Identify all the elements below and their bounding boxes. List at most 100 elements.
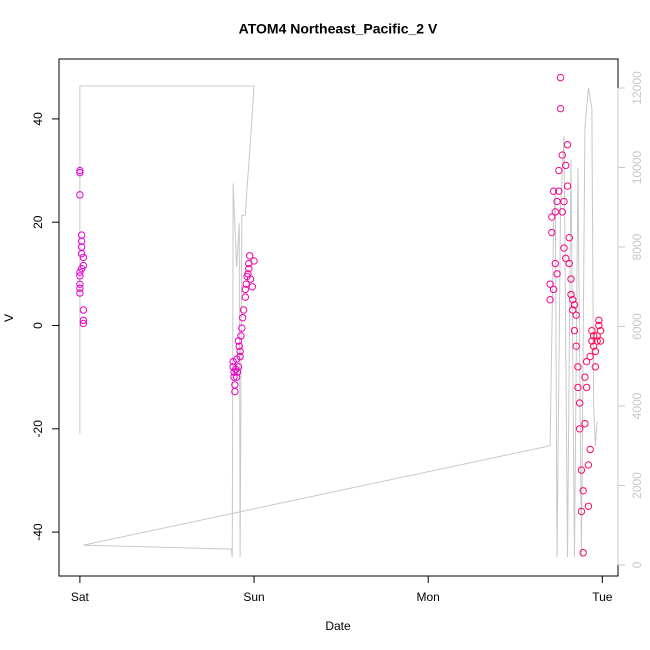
data-point bbox=[76, 168, 84, 177]
data-point bbox=[236, 347, 244, 356]
data-point bbox=[233, 368, 242, 376]
data-point bbox=[562, 161, 570, 170]
y2-tick-label: 8000 bbox=[630, 233, 644, 260]
data-point bbox=[76, 166, 84, 175]
data-point bbox=[79, 253, 88, 262]
data-point bbox=[586, 445, 594, 454]
data-point bbox=[77, 250, 86, 258]
data-point bbox=[589, 342, 598, 350]
data-point bbox=[572, 311, 580, 319]
data-point bbox=[236, 352, 244, 361]
data-point bbox=[584, 502, 593, 510]
data-point bbox=[569, 306, 577, 314]
data-point bbox=[582, 357, 591, 366]
data-point bbox=[546, 280, 554, 288]
data-point bbox=[562, 254, 570, 263]
data-point bbox=[231, 381, 239, 389]
data-point bbox=[553, 270, 561, 278]
data-point bbox=[586, 352, 594, 361]
data-point bbox=[595, 321, 603, 330]
data-point bbox=[551, 208, 560, 216]
y-tick-label: -20 bbox=[31, 420, 45, 438]
data-point bbox=[77, 264, 86, 273]
data-point bbox=[79, 316, 88, 325]
data-point bbox=[76, 272, 84, 280]
data-point bbox=[567, 290, 575, 299]
data-point bbox=[238, 324, 246, 332]
data-point bbox=[581, 419, 589, 428]
data-point bbox=[555, 187, 563, 195]
x-tick-label: Tue bbox=[592, 590, 613, 604]
data-point bbox=[596, 337, 605, 345]
y2-tick-label: 4000 bbox=[630, 392, 644, 419]
x-tick-label: Sun bbox=[243, 590, 264, 604]
data-point bbox=[575, 399, 584, 407]
data-point bbox=[596, 326, 605, 335]
data-point bbox=[593, 332, 601, 340]
data-point bbox=[574, 383, 582, 392]
data-point bbox=[572, 342, 580, 350]
data-point bbox=[248, 283, 256, 291]
y2-tick-label: 2000 bbox=[630, 472, 644, 499]
data-point bbox=[563, 182, 572, 190]
data-point bbox=[579, 549, 587, 557]
data-point bbox=[230, 373, 238, 381]
data-point bbox=[548, 228, 556, 237]
data-point bbox=[551, 259, 560, 268]
data-point bbox=[79, 306, 88, 314]
data-point bbox=[591, 363, 600, 371]
data-point bbox=[555, 166, 563, 175]
data-point bbox=[76, 280, 84, 288]
data-point bbox=[229, 363, 237, 371]
data-point bbox=[574, 363, 582, 371]
data-point bbox=[239, 314, 247, 322]
y2-tick-label: 12000 bbox=[630, 71, 644, 105]
data-point bbox=[79, 319, 88, 328]
data-point bbox=[241, 285, 250, 294]
data-point bbox=[76, 191, 84, 199]
data-point bbox=[593, 337, 601, 345]
data-point bbox=[546, 295, 554, 304]
data-point bbox=[556, 104, 565, 113]
data-point bbox=[232, 373, 241, 381]
data-point bbox=[234, 363, 243, 371]
data-point bbox=[569, 295, 577, 304]
y2-tick-label: 0 bbox=[630, 561, 644, 568]
data-point bbox=[577, 507, 586, 516]
y-tick-label: 0 bbox=[31, 322, 45, 329]
data-point bbox=[591, 347, 600, 356]
data-point bbox=[76, 268, 84, 277]
data-point bbox=[584, 461, 593, 469]
data-point bbox=[239, 306, 248, 314]
data-line bbox=[79, 85, 598, 558]
data-point bbox=[558, 151, 566, 159]
y-tick-label: -40 bbox=[31, 523, 45, 541]
data-point bbox=[565, 259, 573, 268]
data-point bbox=[582, 383, 591, 392]
data-point bbox=[241, 293, 250, 301]
data-point bbox=[588, 326, 596, 335]
data-point bbox=[76, 284, 84, 293]
data-point bbox=[579, 487, 587, 495]
data-point bbox=[245, 264, 253, 273]
data-point bbox=[549, 285, 558, 294]
x-tick-label: Mon bbox=[417, 590, 440, 604]
chart-title: ATOM4 Northeast_Pacific_2 V bbox=[239, 21, 438, 37]
data-point bbox=[553, 197, 561, 206]
y-tick-label: 20 bbox=[31, 215, 45, 229]
data-point bbox=[577, 466, 586, 474]
data-point bbox=[246, 275, 255, 283]
data-point bbox=[245, 252, 254, 260]
data-point bbox=[560, 197, 568, 206]
data-point bbox=[570, 326, 579, 335]
y-tick-label: 40 bbox=[31, 112, 45, 126]
data-point bbox=[556, 73, 565, 82]
data-point bbox=[570, 301, 579, 309]
data-point bbox=[250, 257, 258, 265]
data-point bbox=[595, 316, 603, 325]
data-point bbox=[237, 332, 245, 340]
data-point bbox=[242, 280, 250, 288]
y2-tick-label: 10000 bbox=[630, 151, 644, 185]
